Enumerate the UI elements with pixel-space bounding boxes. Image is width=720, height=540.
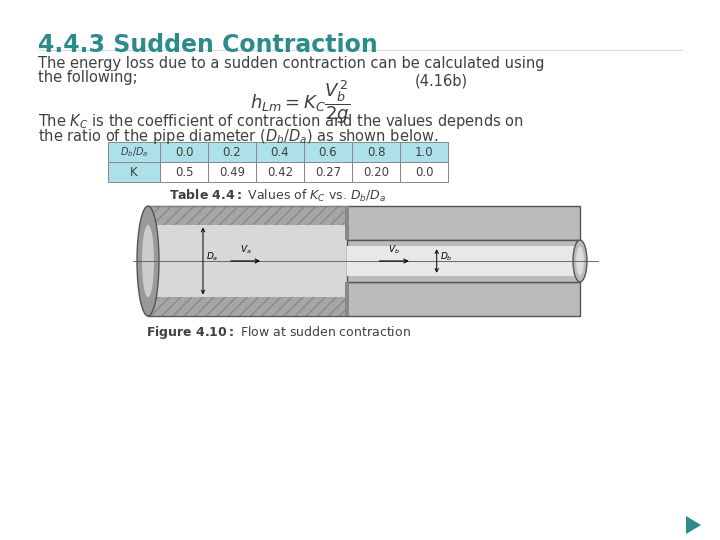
- Bar: [347, 240, 580, 282]
- Text: $\bf{Table\ 4.4:}$ Values of $K_C$ vs. $D_b/D_a$: $\bf{Table\ 4.4:}$ Values of $K_C$ vs. $…: [169, 188, 387, 204]
- Text: $D_a$: $D_a$: [206, 251, 218, 263]
- Text: 4.4.3 Sudden Contraction: 4.4.3 Sudden Contraction: [38, 33, 378, 57]
- Text: $D_b/D_a$: $D_b/D_a$: [120, 145, 148, 159]
- Bar: [160, 142, 208, 162]
- Bar: [347, 246, 580, 275]
- Text: $V_a$: $V_a$: [240, 244, 251, 256]
- Text: the ratio of the pipe diameter ($D_b/D_a$) as shown below.: the ratio of the pipe diameter ($D_b/D_a…: [38, 127, 438, 146]
- Bar: [148, 206, 347, 225]
- Text: $D_b$: $D_b$: [440, 251, 452, 263]
- Bar: [304, 142, 352, 162]
- Polygon shape: [686, 516, 701, 534]
- Text: The $K_C$ is the coefficient of contraction and the values depends on: The $K_C$ is the coefficient of contract…: [38, 112, 523, 131]
- Bar: [208, 162, 256, 182]
- Bar: [345, 206, 348, 240]
- Bar: [304, 162, 352, 182]
- Bar: [148, 206, 347, 316]
- Bar: [108, 142, 160, 162]
- Text: 0.2: 0.2: [222, 145, 241, 159]
- Text: 1.0: 1.0: [415, 145, 433, 159]
- Text: 0.0: 0.0: [415, 165, 433, 179]
- Bar: [208, 142, 256, 162]
- Text: $V_b$: $V_b$: [388, 244, 400, 256]
- Text: 0.49: 0.49: [219, 165, 245, 179]
- Ellipse shape: [576, 246, 584, 275]
- Bar: [256, 162, 304, 182]
- Text: 0.20: 0.20: [363, 165, 389, 179]
- Bar: [160, 162, 208, 182]
- Text: K: K: [130, 165, 138, 179]
- Bar: [347, 282, 580, 316]
- Bar: [400, 142, 448, 162]
- Bar: [352, 162, 400, 182]
- Bar: [148, 298, 347, 316]
- Text: The energy loss due to a sudden contraction can be calculated using: The energy loss due to a sudden contract…: [38, 56, 544, 71]
- Text: 0.6: 0.6: [319, 145, 337, 159]
- Text: $\bf{Figure\ 4.10:}$ Flow at sudden contraction: $\bf{Figure\ 4.10:}$ Flow at sudden cont…: [145, 324, 410, 341]
- Ellipse shape: [573, 240, 587, 282]
- Text: 0.8: 0.8: [366, 145, 385, 159]
- Text: the following;: the following;: [38, 70, 138, 85]
- Ellipse shape: [142, 225, 154, 298]
- Text: 0.4: 0.4: [271, 145, 289, 159]
- Text: 0.42: 0.42: [267, 165, 293, 179]
- Text: (4.16b): (4.16b): [415, 73, 468, 88]
- Bar: [345, 282, 348, 316]
- Bar: [352, 142, 400, 162]
- Bar: [347, 206, 580, 240]
- Bar: [400, 162, 448, 182]
- Text: 0.5: 0.5: [175, 165, 193, 179]
- Text: 0.27: 0.27: [315, 165, 341, 179]
- Bar: [108, 162, 160, 182]
- Text: 0.0: 0.0: [175, 145, 193, 159]
- Bar: [148, 225, 347, 298]
- Bar: [256, 142, 304, 162]
- Ellipse shape: [137, 206, 159, 316]
- Text: $h_{Lm} = K_C \dfrac{V_b^{\,2}}{2g}$: $h_{Lm} = K_C \dfrac{V_b^{\,2}}{2g}$: [250, 78, 351, 126]
